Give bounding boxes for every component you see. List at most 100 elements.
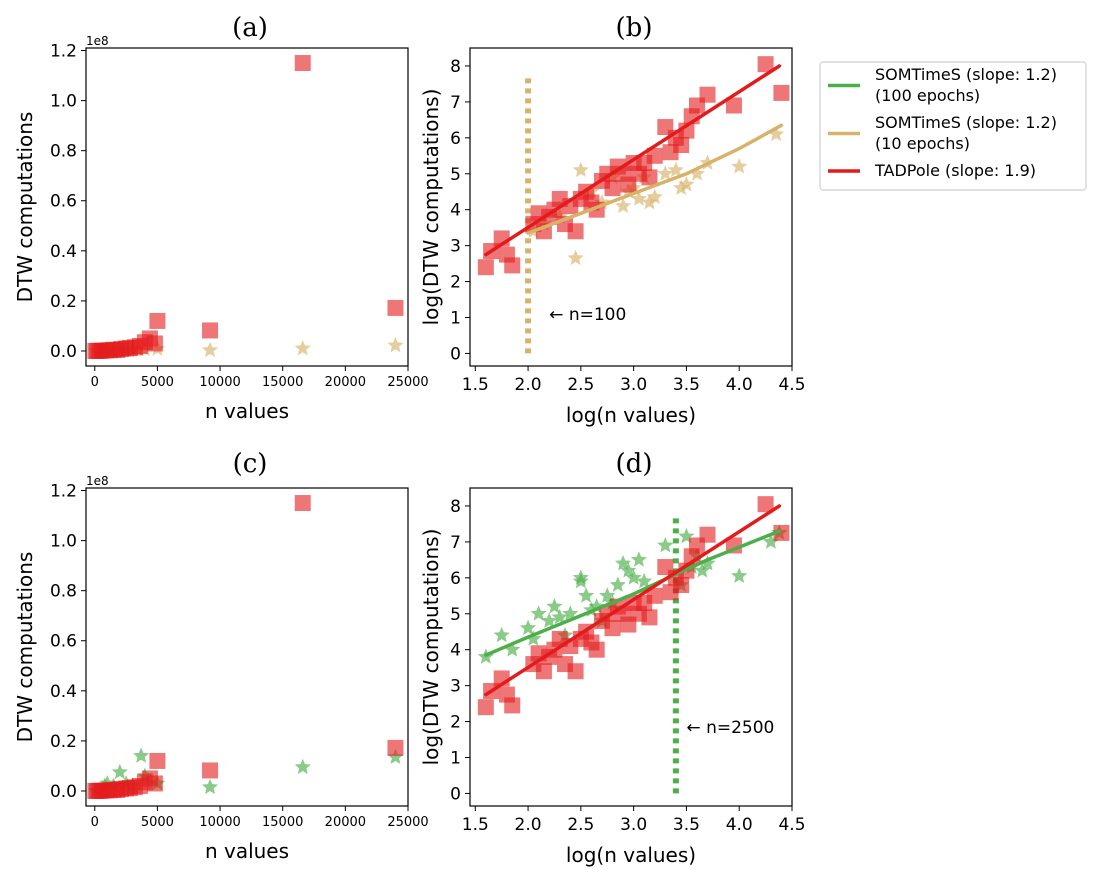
x-tick-label: 5000	[141, 375, 174, 390]
y-tick-label: 4	[450, 201, 461, 221]
y-axis-label: DTW computations	[13, 552, 37, 743]
data-point-star	[657, 536, 674, 553]
y-tick-label: 4	[450, 641, 461, 661]
data-point-star	[578, 587, 595, 603]
y-tick-label: 1.0	[50, 92, 77, 112]
plot-area	[477, 56, 790, 354]
y-tick-label: 7	[450, 93, 461, 113]
data-point-square	[641, 609, 658, 626]
data-point-square	[504, 257, 521, 274]
fit-line	[484, 64, 782, 257]
y-tick-label: 0.8	[50, 582, 77, 602]
x-tick-label: 2.5	[567, 375, 594, 395]
data-point-star	[609, 576, 626, 592]
data-point-square	[673, 577, 690, 594]
data-point-square	[673, 137, 690, 154]
panel-title: (b)	[616, 13, 653, 43]
data-point-square	[757, 56, 774, 73]
data-point-square	[477, 699, 494, 716]
data-point-star	[768, 125, 785, 142]
panel-title: (c)	[233, 449, 268, 479]
data-point-square	[588, 641, 605, 658]
data-point-star	[551, 608, 568, 625]
data-point-star	[201, 778, 219, 795]
data-point-square	[646, 587, 663, 604]
x-axis-label: log(n values)	[566, 403, 696, 427]
data-point-square	[149, 312, 166, 329]
y-tick-label: 1	[450, 308, 461, 328]
x-tick-label: 4.0	[726, 375, 753, 395]
data-point-square	[604, 620, 621, 637]
legend-label: SOMTimeS (slope: 1.2)	[875, 65, 1057, 84]
data-point-square	[387, 739, 404, 756]
y-tick-label: 0.4	[50, 682, 77, 702]
data-point-star	[201, 341, 219, 358]
x-tick-label: 1.5	[462, 815, 489, 835]
data-point-star	[630, 190, 647, 206]
data-point-star	[519, 619, 537, 636]
y-tick-label: 1.2	[50, 482, 77, 502]
data-point-square	[725, 97, 742, 114]
data-point-square	[146, 775, 163, 792]
data-point-square	[149, 752, 166, 769]
data-point-star	[630, 551, 647, 567]
data-point-square	[477, 259, 494, 276]
x-tick-label: 20000	[325, 815, 366, 830]
data-point-star	[657, 165, 674, 181]
y-tick-label: 0.4	[50, 242, 77, 262]
fit-line	[484, 504, 782, 697]
data-point-square	[567, 223, 584, 240]
panel-title: (a)	[232, 13, 268, 43]
y-tick-label: 8	[450, 57, 461, 77]
y-tick-label: 8	[450, 497, 461, 517]
data-point-square	[699, 526, 716, 543]
data-point-square	[202, 322, 219, 339]
y-tick-label: 5	[450, 605, 461, 625]
x-tick-label: 0	[91, 815, 99, 830]
panel-c: (c) 0 5000 10000 15000 20000 25000 0.0 0.2 0.4 0.6…	[13, 449, 429, 863]
data-point-star	[731, 567, 748, 583]
data-point-square	[294, 55, 311, 72]
data-point-star	[699, 554, 716, 571]
y-tick-label: 6	[450, 569, 461, 589]
data-point-square	[294, 495, 311, 512]
series-tadpole	[87, 55, 404, 359]
y-tick-label: 3	[450, 237, 461, 257]
data-point-star	[387, 748, 404, 765]
data-point-square	[387, 299, 404, 316]
x-tick-label: 2.0	[515, 375, 542, 395]
y-axis-label: DTW computations	[13, 112, 37, 303]
panel-d: (d) ← n=2500 1.5 2.0 2.5 3.0 3.5 4.0 4.5 0 1 2 3 4 5 6 7…	[419, 449, 806, 867]
annotation: ← n=100	[549, 305, 626, 325]
x-tick-label: 15000	[262, 375, 303, 390]
data-point-star	[636, 572, 653, 589]
x-axis-label: log(n values)	[566, 843, 696, 867]
data-point-star	[694, 562, 711, 578]
y-tick-label: 1.0	[50, 532, 77, 552]
data-point-star	[546, 598, 563, 614]
axes-frame	[85, 47, 409, 367]
x-axis-label: n values	[205, 399, 289, 423]
data-point-square	[699, 86, 716, 103]
data-point-star	[673, 179, 690, 196]
series-tadpole	[477, 56, 790, 276]
y-tick-label: 3	[450, 677, 461, 697]
annotation: ← n=2500	[686, 718, 774, 738]
x-tick-label: 4.5	[778, 375, 805, 395]
y-tick-label: 0.0	[50, 342, 77, 362]
x-tick-label: 0	[91, 375, 99, 390]
y-tick-label: 0.2	[50, 732, 77, 752]
data-point-square	[567, 663, 584, 680]
x-tick-label: 3.5	[673, 375, 700, 395]
y-tick-label: 5	[450, 165, 461, 185]
data-point-star	[294, 758, 311, 775]
data-point-star	[493, 626, 510, 643]
data-point-star	[731, 158, 748, 174]
y-axis-label: log(DTW computations)	[419, 529, 443, 766]
data-point-star	[567, 249, 584, 266]
y-tick-label: 1.2	[50, 42, 77, 62]
legend-label-line2: (100 epochs)	[875, 86, 980, 105]
plot-area	[477, 496, 790, 794]
axes-frame	[469, 47, 793, 367]
x-tick-label: 25000	[387, 375, 428, 390]
